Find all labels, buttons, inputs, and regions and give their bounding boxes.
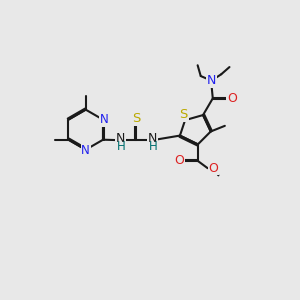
Text: O: O xyxy=(227,92,237,105)
Text: N: N xyxy=(207,74,216,87)
Text: O: O xyxy=(208,162,218,175)
Text: H: H xyxy=(117,140,125,153)
Text: N: N xyxy=(148,132,157,146)
Text: N: N xyxy=(81,145,90,158)
Text: O: O xyxy=(174,154,184,167)
Text: N: N xyxy=(116,132,125,146)
Text: H: H xyxy=(148,140,157,153)
Text: N: N xyxy=(100,113,108,126)
Text: S: S xyxy=(180,108,188,121)
Text: S: S xyxy=(132,112,141,125)
